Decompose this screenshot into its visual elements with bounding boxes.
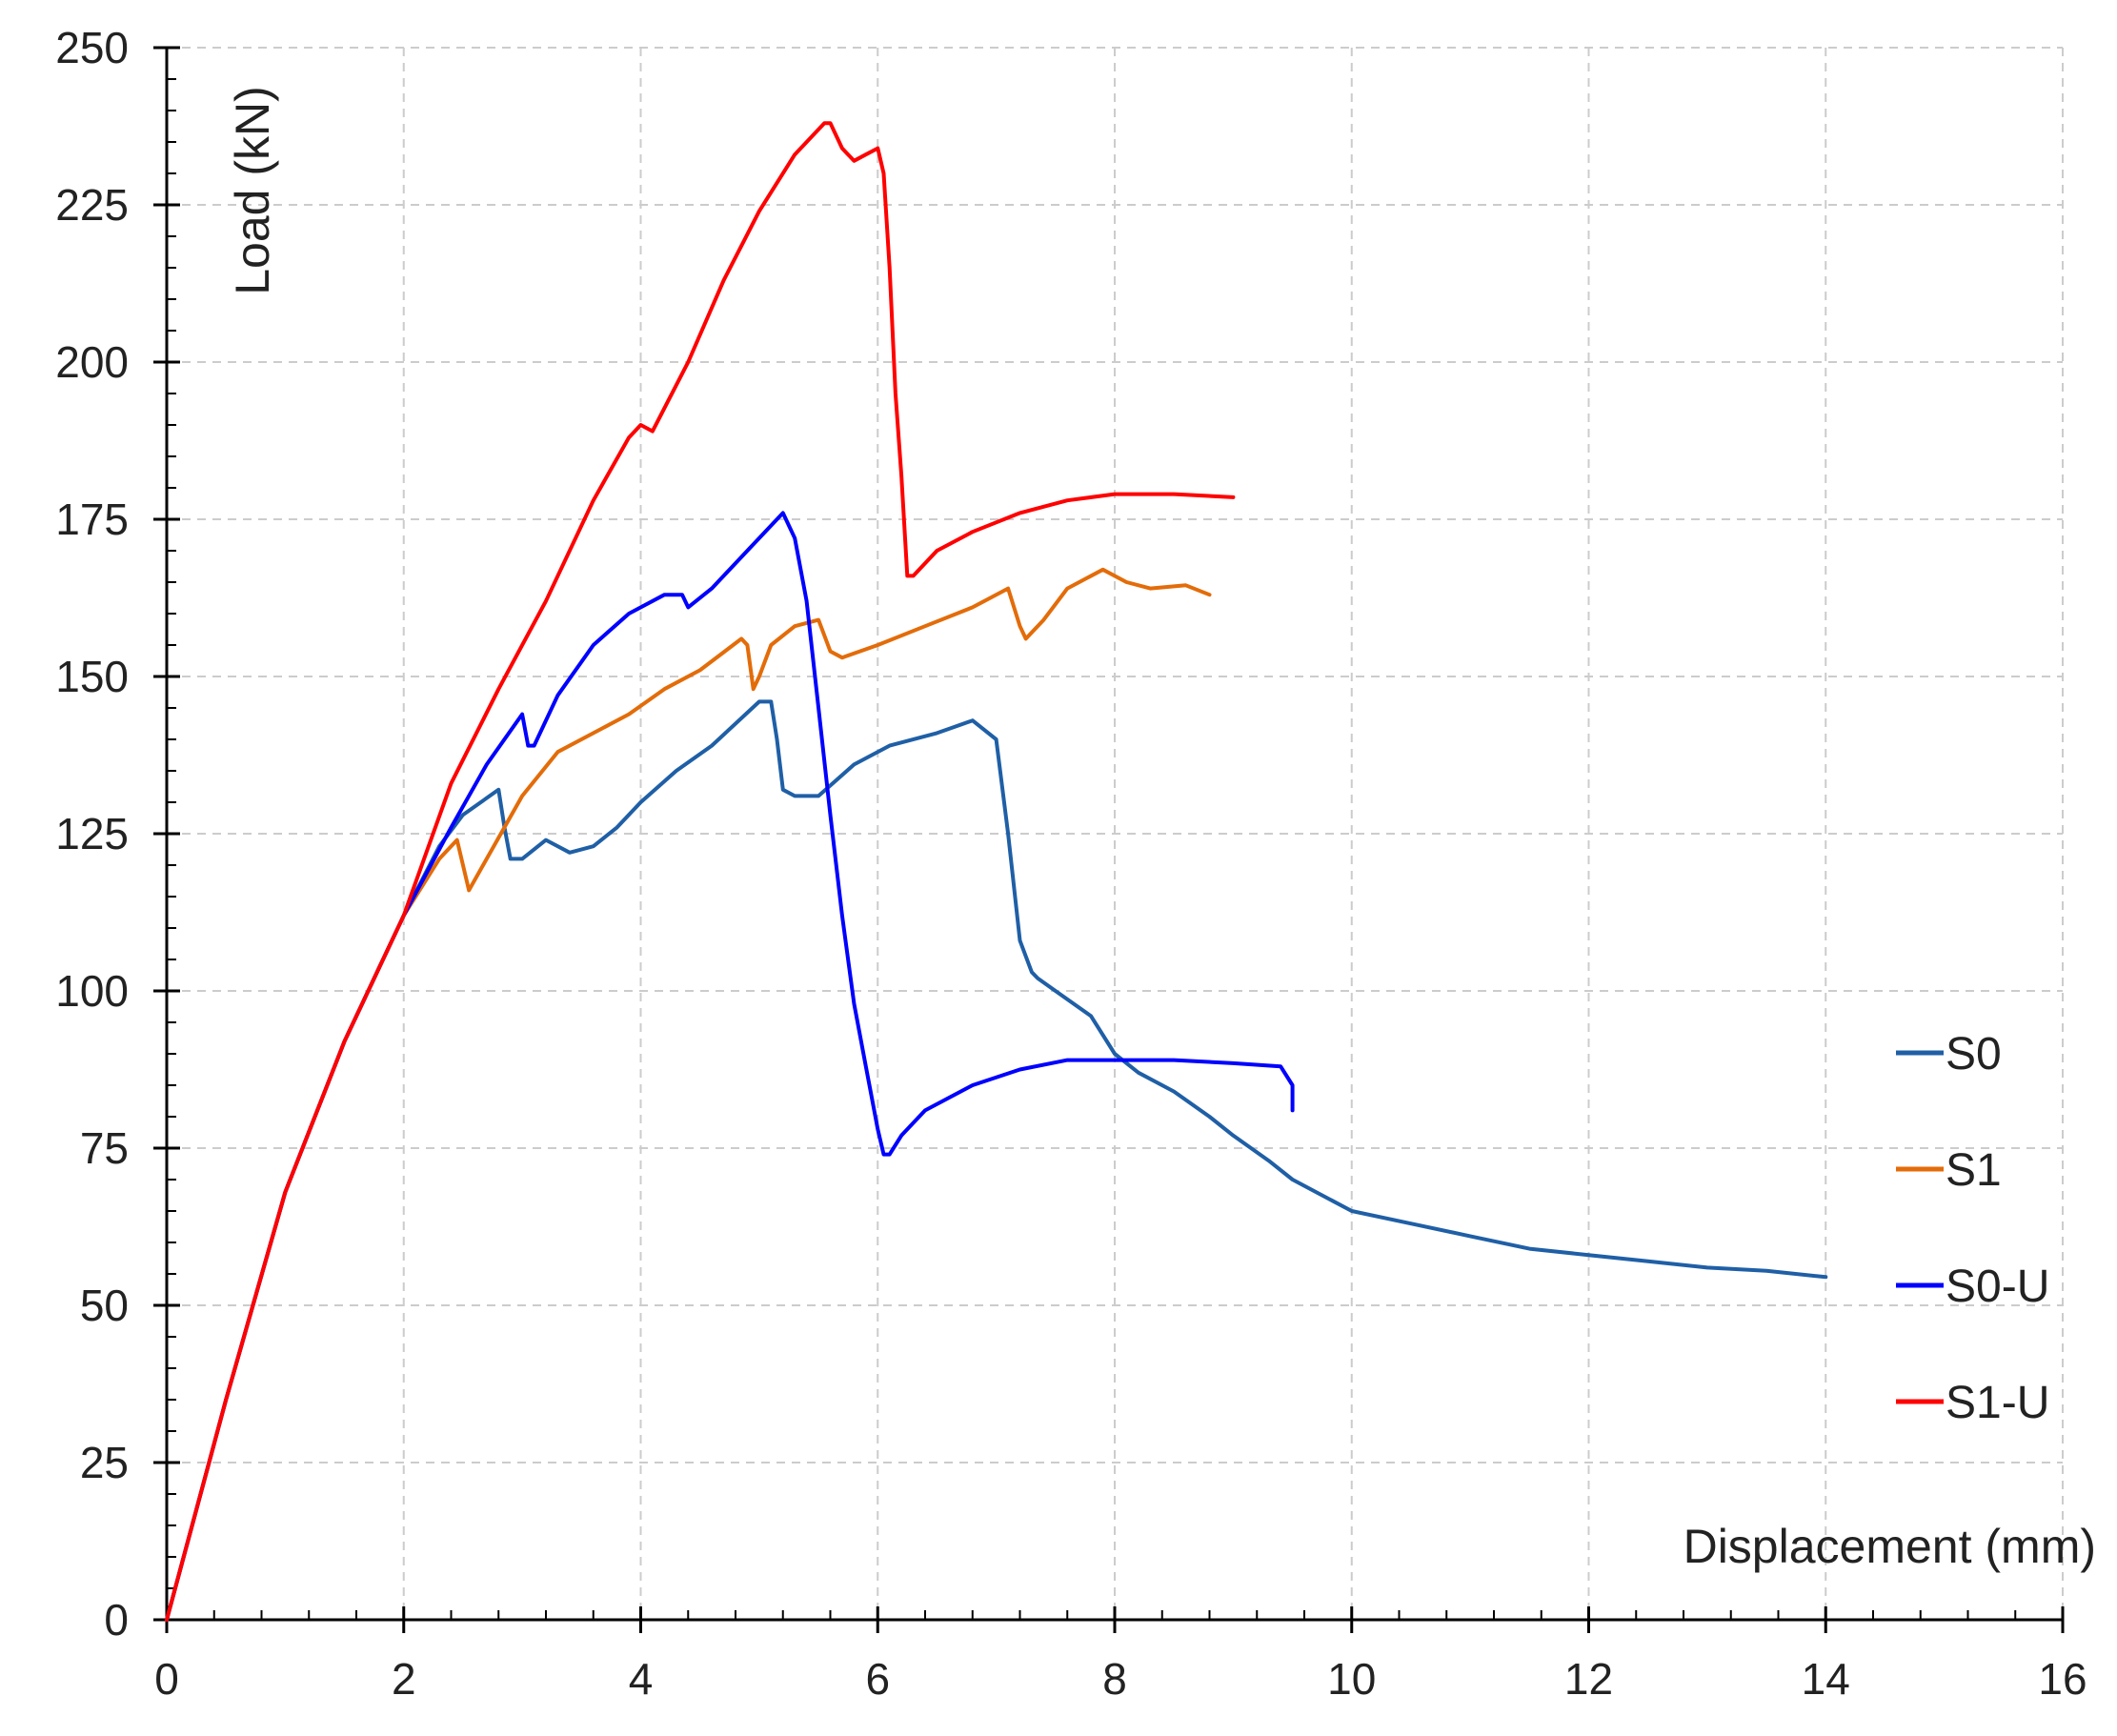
legend-label-s1-u: S1-U [1946,1378,2049,1428]
y-tick-label: 150 [55,652,129,701]
x-tick-label: 12 [1564,1654,1613,1704]
x-tick-label: 14 [1802,1654,1850,1704]
x-tick-label: 2 [392,1654,416,1704]
series-line-s0-u [165,511,1295,1622]
legend-label-s0: S0 [1946,1029,2002,1080]
y-tick-label: 100 [55,966,129,1016]
legend-label-s1: S1 [1946,1145,2002,1196]
y-tick-label: 75 [80,1123,129,1173]
x-tick-label: 4 [629,1654,654,1704]
y-tick-label: 175 [55,495,129,544]
y-axis-label: Load (kN) [226,86,279,295]
series-line-s1-u [165,121,1236,1622]
y-tick-label: 225 [55,180,129,230]
x-tick-label: 8 [1102,1654,1127,1704]
y-tick-label: 250 [55,23,129,72]
y-tick-label: 50 [80,1281,129,1330]
x-tick-label: 6 [865,1654,890,1704]
y-tick-label: 200 [55,337,129,387]
legend-label-s0-u: S0-U [1946,1262,2049,1312]
series-line-s0 [165,699,1828,1622]
x-tick-label: 10 [1327,1654,1376,1704]
x-tick-label: 16 [2038,1654,2087,1704]
axes: 0 25 50 75 100 125 150 175 200 225 250 0 2 4 6 8 10 12 14 1… [55,23,2087,1704]
x-tick-label: 0 [154,1654,179,1704]
y-tick-label: 0 [104,1595,129,1645]
grid [167,47,2064,1620]
series-layer [165,121,1828,1622]
series-line-s1 [165,567,1212,1622]
x-axis-label: Displacement (mm) [1684,1520,2096,1573]
y-tick-label: 25 [80,1438,129,1487]
y-tick-label: 125 [55,809,129,858]
legend: S0 S1 S0-U S1-U [1896,1029,2049,1428]
